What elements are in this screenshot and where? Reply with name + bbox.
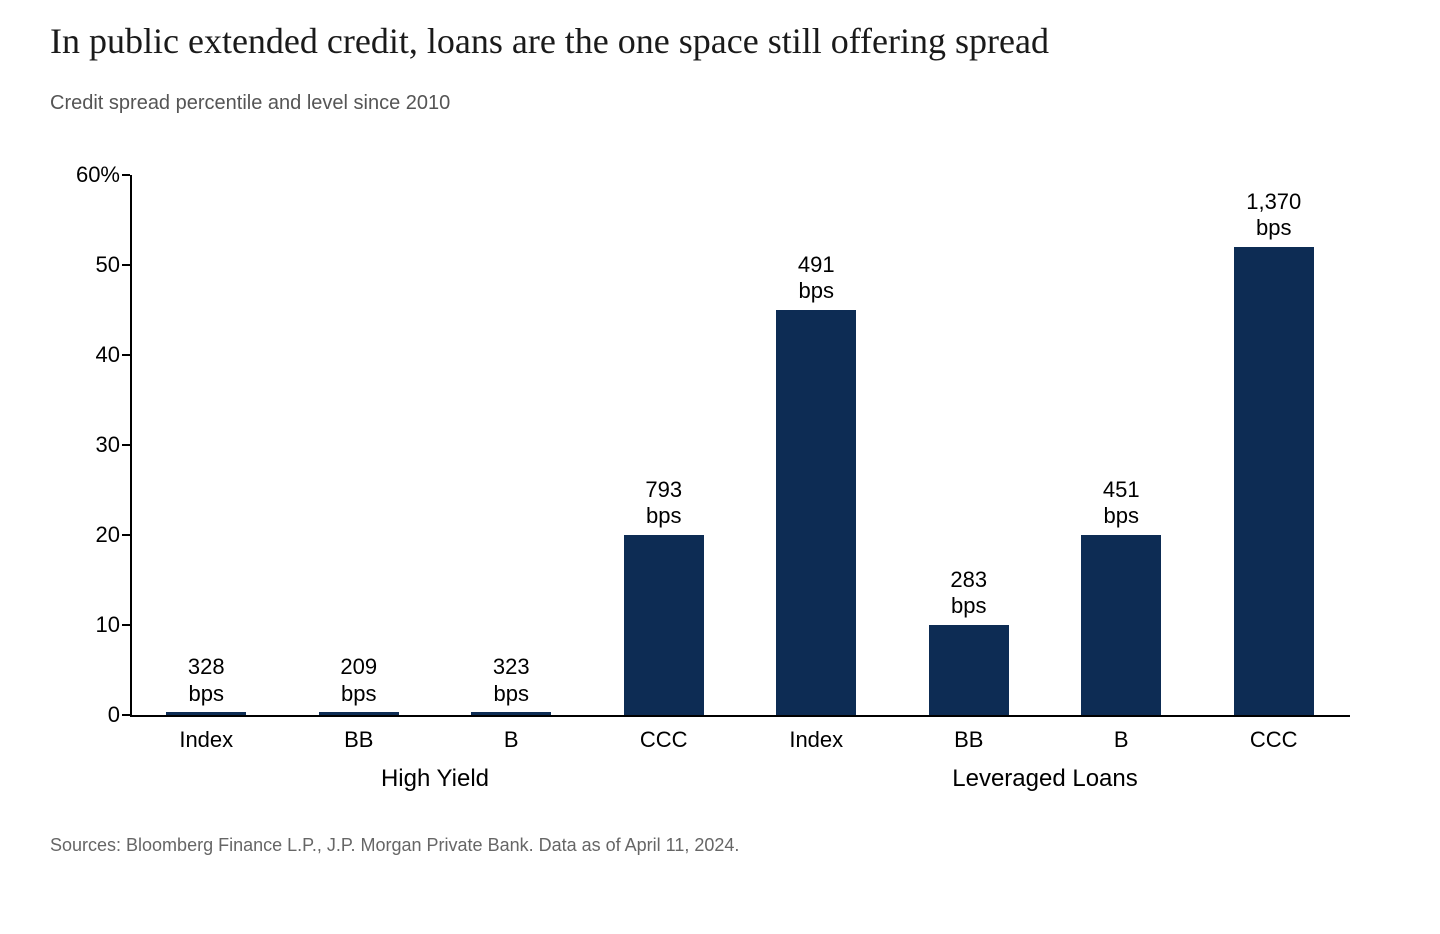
y-tick-mark — [122, 534, 130, 536]
plot-area — [130, 175, 1352, 715]
y-tick-label: 10 — [50, 614, 120, 636]
y-tick-label: 20 — [50, 524, 120, 546]
bar — [624, 535, 704, 715]
x-category-label: BB — [289, 727, 429, 753]
y-tick-label: 60% — [50, 164, 120, 186]
y-tick-label: 30 — [50, 434, 120, 456]
x-category-label: Index — [136, 727, 276, 753]
y-tick-mark — [122, 354, 130, 356]
bar-value-label: 323bps — [441, 654, 581, 707]
y-tick-label: 50 — [50, 254, 120, 276]
x-category-label: B — [1051, 727, 1191, 753]
y-tick-mark — [122, 714, 130, 716]
y-tick-mark — [122, 624, 130, 626]
bar-value-label: 209bps — [289, 654, 429, 707]
y-tick-label: 0 — [50, 704, 120, 726]
chart-title: In public extended credit, loans are the… — [50, 20, 1390, 62]
bar — [1081, 535, 1161, 715]
y-tick-mark — [122, 174, 130, 176]
bar-value-label: 451bps — [1051, 477, 1191, 530]
bar — [166, 712, 246, 715]
bar-value-label: 491bps — [746, 252, 886, 305]
x-category-label: BB — [899, 727, 1039, 753]
credit-spread-bar-chart: 0102030405060%328bpsIndex209bpsBB323bpsB… — [50, 155, 1370, 795]
x-category-label: Index — [746, 727, 886, 753]
bar-value-label: 793bps — [594, 477, 734, 530]
x-category-label: CCC — [594, 727, 734, 753]
y-tick-mark — [122, 264, 130, 266]
chart-sources: Sources: Bloomberg Finance L.P., J.P. Mo… — [50, 835, 1390, 856]
x-category-label: B — [441, 727, 581, 753]
x-category-label: CCC — [1204, 727, 1344, 753]
x-axis-line — [130, 715, 1350, 717]
bar — [1234, 247, 1314, 715]
group-label: Leveraged Loans — [952, 765, 1137, 793]
bar-value-label: 328bps — [136, 654, 276, 707]
bar-value-label: 283bps — [899, 567, 1039, 620]
chart-subtitle: Credit spread percentile and level since… — [50, 92, 1390, 115]
group-label: High Yield — [381, 765, 489, 793]
bar — [776, 310, 856, 715]
bar — [929, 625, 1009, 715]
y-tick-mark — [122, 444, 130, 446]
bar — [471, 712, 551, 715]
bar — [319, 712, 399, 715]
y-tick-label: 40 — [50, 344, 120, 366]
bar-value-label: 1,370bps — [1204, 189, 1344, 242]
